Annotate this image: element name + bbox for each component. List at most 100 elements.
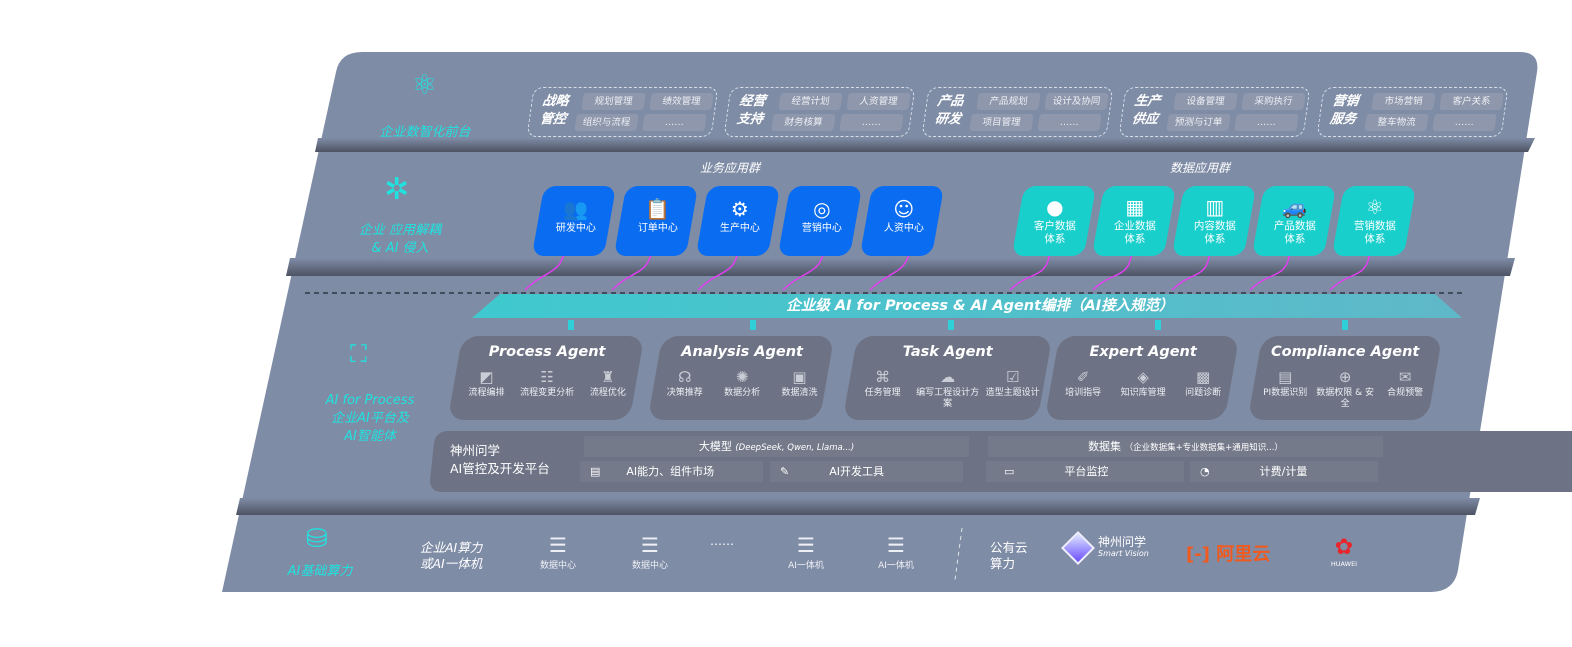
data-apps-title: 数据应用群 <box>1170 161 1231 175</box>
molecule-icon: ✲ <box>384 172 410 207</box>
business-app[interactable]: ☺ 人资中心 <box>859 186 945 256</box>
cloud-label-1: 公有云 <box>990 540 1028 555</box>
module-chip[interactable]: …… <box>1037 114 1102 131</box>
tool-billing[interactable]: ◔ 计费/计量 <box>1190 461 1378 482</box>
capability-icon: ▤ <box>1278 368 1293 386</box>
data-app[interactable]: ▦ 企业数据体系 <box>1091 186 1177 256</box>
front-group: 经营支持 经营计划 人资管理 财务核算…… <box>723 87 916 137</box>
app-icon: ◎ <box>813 197 831 221</box>
front-group: 营销服务 市场营销 客户关系 整车物流…… <box>1316 87 1509 137</box>
tool-monitor[interactable]: ▭ 平台监控 <box>986 461 1184 482</box>
agent-capability: ☊ 决策推荐 <box>656 366 713 399</box>
tool-dev[interactable]: ✎ AI开发工具 <box>770 461 963 482</box>
platform-label-2: 企业AI平台及 <box>331 411 409 426</box>
agent-card[interactable]: Analysis Agent ☊ 决策推荐 ✺ 数据分析 ▣ 数据清洗 <box>647 336 835 420</box>
agent-card[interactable]: Compliance Agent ▤ PI数据识别 ⊕ 数据权限 & 安全 ✉ 合规预警 <box>1247 336 1443 420</box>
face-scan-icon: ⛶ <box>350 340 367 368</box>
group-title: 生产供应 <box>1130 94 1162 127</box>
server-item: ☰ AI一体机 <box>776 532 836 571</box>
agent-name: Analysis Agent <box>681 344 804 360</box>
database-icon: ⛁ <box>306 524 328 554</box>
aliyun-logo: [-] 阿里云 <box>1186 544 1271 565</box>
module-chip[interactable]: 整车物流 <box>1364 114 1429 131</box>
module-chip[interactable]: 市场营销 <box>1371 93 1436 110</box>
capability-icon: ✉ <box>1398 368 1412 386</box>
business-app[interactable]: ⚙ 生产中心 <box>695 186 781 256</box>
agent-capability: ✉ 合规预警 <box>1375 366 1435 410</box>
app-icon: ⚛ <box>1365 195 1384 219</box>
front-group: 战略管控 规划管理 绩效管理 组织与流程…… <box>526 87 719 137</box>
agent-capability: ☑ 造型主题设计 <box>980 366 1045 410</box>
module-chip[interactable]: 产品规划 <box>976 93 1041 110</box>
dev-tool-icon: ✎ <box>780 465 790 478</box>
dataset-label: 数据集 <box>1088 440 1122 453</box>
agent-capability: ♜ 流程优化 <box>577 366 638 399</box>
capability-icon: ✐ <box>1076 368 1090 386</box>
module-chip[interactable]: 绩效管理 <box>649 93 714 110</box>
module-chip[interactable]: 设计及协同 <box>1044 93 1109 110</box>
platform-label-3: AI智能体 <box>344 429 396 444</box>
capability-icon: ☷ <box>540 368 554 386</box>
diamond-icon <box>1061 531 1095 565</box>
business-apps-title: 业务应用群 <box>700 161 761 175</box>
module-chip[interactable]: 经营计划 <box>778 93 843 110</box>
platform-label-1: AI for Process <box>325 393 415 408</box>
module-chip[interactable]: 预测与订单 <box>1166 114 1231 131</box>
agent-card[interactable]: Process Agent ◩ 流程编排 ☷ 流程变更分析 ♜ 流程优化 <box>447 336 645 420</box>
capability-icon: ▣ <box>792 368 807 386</box>
module-chip[interactable]: …… <box>1432 114 1497 131</box>
data-app[interactable]: ⚛ 营销数据体系 <box>1331 186 1417 256</box>
capability-icon: ☊ <box>678 368 692 386</box>
module-chip[interactable]: …… <box>839 114 904 131</box>
agent-capability: ✐ 培训指导 <box>1053 366 1113 399</box>
apps-label-2: & AI 侵入 <box>371 241 429 256</box>
agent-capability: ✺ 数据分析 <box>713 366 770 399</box>
mgmt-label-1: 神州问学 <box>450 443 501 458</box>
front-label: 企业数智化前台 <box>379 125 471 140</box>
agent-capability: ▩ 问题诊断 <box>1173 366 1233 399</box>
capability-icon: ⌘ <box>875 368 891 386</box>
module-chip[interactable]: 财务核算 <box>771 114 836 131</box>
front-group: 产品研发 产品规划 设计及协同 项目管理…… <box>921 87 1114 137</box>
capability-icon: ◈ <box>1137 368 1149 386</box>
ellipsis: …… <box>710 534 734 548</box>
data-app[interactable]: 🚙 产品数据体系 <box>1251 186 1337 256</box>
capability-icon: ◩ <box>479 368 494 386</box>
model-label: 大模型 <box>698 440 732 453</box>
agent-capability: ▤ PI数据识别 <box>1255 366 1315 410</box>
module-chip[interactable]: 规划管理 <box>581 93 646 110</box>
huawei-logo: ✿ HUAWEI <box>1322 536 1366 569</box>
module-chip[interactable]: 组织与流程 <box>574 114 639 131</box>
server-item: ☰ 数据中心 <box>528 532 588 571</box>
agent-name: Task Agent <box>902 344 993 360</box>
onprem-label-1: 企业AI算力 <box>420 540 483 555</box>
agent-name: Compliance Agent <box>1271 344 1420 360</box>
model-bar: 大模型 (DeepSeek, Qwen, Llama...) <box>584 436 969 457</box>
agent-capability: ◈ 知识库管理 <box>1113 366 1173 399</box>
server-icon: ☰ <box>641 533 659 557</box>
server-item: ☰ AI一体机 <box>866 532 926 571</box>
agent-capability: ⊕ 数据权限 & 安全 <box>1316 368 1375 409</box>
app-icon: ⚙ <box>730 197 749 221</box>
business-app[interactable]: ◎ 营销中心 <box>777 186 863 256</box>
module-chip[interactable]: 人资管理 <box>846 93 911 110</box>
infra-label: AI基础算力 <box>287 564 353 579</box>
module-chip[interactable]: 项目管理 <box>969 114 1034 131</box>
module-chip[interactable]: 采购执行 <box>1241 93 1306 110</box>
agent-card[interactable]: Expert Agent ✐ 培训指导 ◈ 知识库管理 ▩ 问题诊断 <box>1044 336 1240 420</box>
tool-market[interactable]: ▤ AI能力、组件市场 <box>580 461 763 482</box>
app-icon: 👥 <box>563 197 589 221</box>
module-chip[interactable]: …… <box>642 114 707 131</box>
gauge-icon: ◔ <box>1200 465 1210 478</box>
data-app[interactable]: ▥ 内容数据体系 <box>1171 186 1257 256</box>
business-app[interactable]: 📋 订单中心 <box>613 186 699 256</box>
module-chip[interactable]: 客户关系 <box>1439 93 1504 110</box>
business-app[interactable]: 👥 研发中心 <box>531 186 617 256</box>
data-app[interactable]: ● 客户数据体系 <box>1011 186 1097 256</box>
dataset-bar: 数据集 （企业数据集+专业数据集+通用知识...） <box>988 436 1383 457</box>
module-chip[interactable]: 设备管理 <box>1173 93 1238 110</box>
agent-capability: ☁ 编写工程设计方案 <box>916 368 980 409</box>
orchestration-banner: 企业级 AI for Process & AI Agent编排（AI接入规范） <box>786 298 1174 314</box>
agent-card[interactable]: Task Agent ⌘ 任务管理 ☁ 编写工程设计方案 ☑ 造型主题设计 <box>842 336 1053 420</box>
module-chip[interactable]: …… <box>1234 114 1299 131</box>
